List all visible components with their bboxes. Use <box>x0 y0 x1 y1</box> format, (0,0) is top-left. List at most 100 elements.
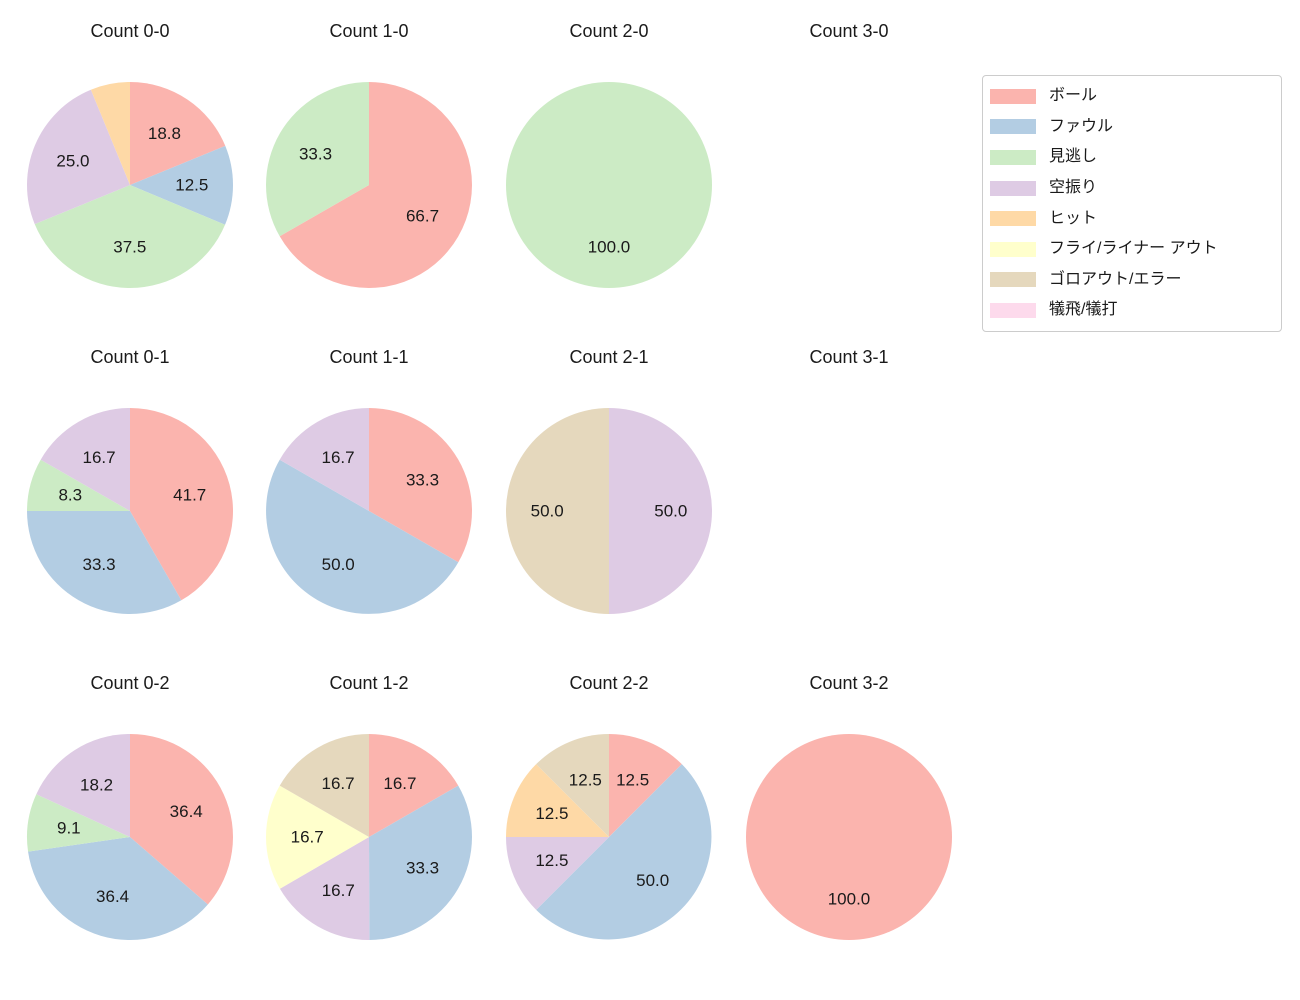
pie-chart-cell-count-0-0: 18.8 12.5 37.5 25.0 Count 0-0 <box>10 12 250 332</box>
pie-slice <box>369 734 459 837</box>
legend-label: ゴロアウト/エラー <box>1049 270 1182 288</box>
pie-percentage-label: 100.0 <box>588 237 631 256</box>
pie-slice <box>609 734 682 837</box>
legend-swatch-called-strike <box>990 149 1036 165</box>
pie-slice <box>36 734 130 837</box>
pie-percentage-label: 41.7 <box>173 486 206 505</box>
chart-title: Count 1-2 <box>329 673 409 693</box>
legend-swatch-ball <box>990 88 1036 104</box>
pie-chart-cell-count-3-0: Count 3-0 <box>729 12 969 332</box>
pie-count-1-2: 16.7 33.3 16.7 16.7 16.7 <box>266 734 472 941</box>
legend-label: ヒット <box>1049 209 1098 227</box>
pie-percentage-label: 18.8 <box>148 124 181 143</box>
pie-percentage-label: 12.5 <box>535 804 568 823</box>
chart-title: Count 2-1 <box>569 347 649 367</box>
pie-count-3-1 <box>729 338 969 658</box>
pie-slice <box>279 82 473 288</box>
pie-chart-cell-count-0-2: 36.4 36.4 9.1 18.2 Count 0-2 <box>10 664 250 984</box>
pie-chart-cell-count-1-1: 33.3 50.0 16.7 Count 1-1 <box>249 338 489 658</box>
pie-percentage-label: 50.0 <box>322 555 355 574</box>
pie-percentage-label: 50.0 <box>654 502 687 521</box>
chart-title: Count 0-1 <box>90 347 170 367</box>
legend-label: ボール <box>1049 87 1098 105</box>
legend-swatch-hit <box>990 211 1036 227</box>
pie-chart-cell-count-3-2: 100.0 Count 3-2 <box>729 664 969 984</box>
pie-percentage-label: 33.3 <box>406 858 439 877</box>
pie-slice <box>506 82 712 288</box>
legend-item: 見逃し <box>990 142 1271 173</box>
pie-slice <box>279 837 370 941</box>
pie-percentage-label: 25.0 <box>56 152 89 171</box>
pie-count-2-2: 12.550.012.512.512.5 <box>506 734 712 940</box>
pie-count-2-0: 100.0 <box>506 82 712 288</box>
pie-chart-cell-count-2-0: 100.0 Count 2-0 <box>489 12 729 332</box>
pie-slice <box>27 511 182 614</box>
pie-percentage-label: 16.7 <box>322 774 355 793</box>
pie-percentage-label: 16.7 <box>291 828 324 847</box>
pie-chart-cell-count-1-0: 66.7 33.3 Count 1-0 <box>249 12 489 332</box>
chart-title: Count 3-2 <box>809 673 889 693</box>
legend-item: ヒット <box>990 203 1271 234</box>
pie-count-3-2: 100.0 <box>746 734 952 940</box>
pie-slice <box>34 185 226 289</box>
pie-slice <box>27 794 130 852</box>
pie-percentage-label: 12.5 <box>175 176 208 195</box>
pie-chart-cell-count-0-1: 41.7 33.3 8.3 16.7 Count 0-1 <box>10 338 250 658</box>
legend-label: フライ/ライナー アウト <box>1049 240 1218 258</box>
pie-percentage-label: 9.1 <box>57 819 81 838</box>
legend-swatch-sacrifice <box>990 302 1036 318</box>
pie-percentage-label: 16.7 <box>321 448 354 467</box>
legend-item: 犠飛/犠打 <box>990 295 1271 326</box>
pie-slice <box>28 837 208 940</box>
pie-chart-cell-count-3-1: Count 3-1 <box>729 338 969 658</box>
pie-slice <box>506 837 609 910</box>
pie-chart-cell-count-1-2: 16.7 33.3 16.7 16.7 16.7 Count 1-2 <box>249 664 489 984</box>
pie-slice <box>27 89 131 225</box>
pie-slice <box>27 459 130 511</box>
pie-slice <box>279 734 369 837</box>
pie-slice <box>746 734 952 940</box>
pie-count-0-2: 36.4 36.4 9.1 18.2 <box>27 734 233 940</box>
pie-percentage-label: 33.3 <box>82 555 115 574</box>
pie-slice <box>90 82 130 185</box>
chart-title: Count 0-2 <box>90 673 170 693</box>
pie-chart-cell-count-2-2: 12.5 50.0 12.5 12.5 12.5 Count 2-2 <box>489 664 729 984</box>
pie-chart-cell-count-2-1: 50.0 50.0 Count 2-1 <box>489 338 729 658</box>
legend-label: ファウル <box>1049 117 1114 135</box>
chart-title: Count 2-2 <box>569 673 649 693</box>
pie-slice <box>40 408 130 511</box>
pie-count-0-1: 41.7 33.3 8.316.7 <box>27 408 233 614</box>
chart-title: Count 1-1 <box>329 347 409 367</box>
pie-slice <box>369 785 472 940</box>
pie-count-0-0: 18.8 12.5 37.5 25.0 <box>27 82 234 289</box>
pie-percentage-label: 16.7 <box>82 448 115 467</box>
legend-swatch-groundout-error <box>990 272 1036 288</box>
pie-slice <box>130 408 233 601</box>
pie-percentage-label: 12.5 <box>535 851 568 870</box>
chart-title: Count 1-0 <box>329 21 409 41</box>
pie-percentage-label: 12.5 <box>616 770 649 789</box>
pie-percentage-label: 16.7 <box>383 774 416 793</box>
pie-percentage-label: 33.3 <box>406 471 439 490</box>
pie-percentage-label: 16.7 <box>322 881 355 900</box>
pie-slice <box>130 734 233 905</box>
legend-item: ファウル <box>990 112 1271 143</box>
pie-percentage-label: 33.3 <box>299 145 332 164</box>
pie-percentage-label: 100.0 <box>828 889 871 908</box>
chart-title: Count 3-1 <box>809 347 889 367</box>
pie-count-2-1: 50.0 50.0 <box>506 408 712 614</box>
legend-label: 犠飛/犠打 <box>1049 301 1118 319</box>
chart-title: Count 0-0 <box>90 21 170 41</box>
pie-percentage-label: 12.5 <box>569 770 602 789</box>
pie-slice <box>536 764 712 940</box>
pie-slice <box>369 408 472 563</box>
pie-slice <box>609 408 712 614</box>
pie-count-1-0: 66.7 33.3 <box>266 82 473 288</box>
chart-title: Count 3-0 <box>809 21 889 41</box>
legend-swatch-swinging-strike <box>990 180 1036 196</box>
pie-percentage-label: 50.0 <box>636 871 669 890</box>
pie-slice <box>266 459 459 614</box>
pie-slice <box>266 82 369 237</box>
pie-percentage-label: 36.4 <box>96 887 129 906</box>
